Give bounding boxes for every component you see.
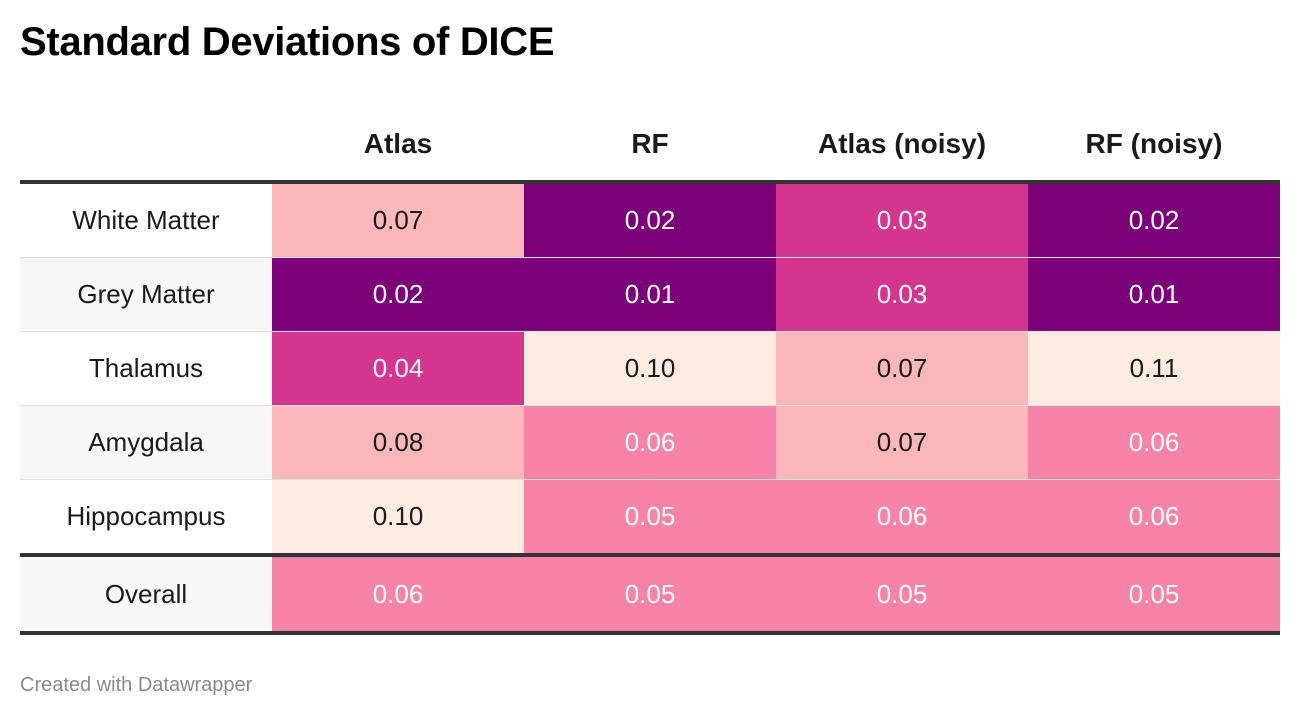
table-row: Grey Matter 0.02 0.01 0.03 0.01 [20, 257, 1280, 331]
overall-row: Overall 0.06 0.05 0.05 0.05 [20, 557, 1280, 631]
value-cell-rf-noisy: 0.06 [1028, 480, 1280, 553]
row-label-overall: Overall [20, 557, 272, 631]
value-cell-rf-noisy: 0.06 [1028, 406, 1280, 479]
value-cell-rf: 0.05 [524, 480, 776, 553]
header-row: Atlas RF Atlas (noisy) RF (noisy) [20, 108, 1280, 180]
table-row: Amygdala 0.08 0.06 0.07 0.06 [20, 405, 1280, 479]
overall-cell-atlas: 0.06 [272, 557, 524, 631]
credit-text: Created with Datawrapper [20, 674, 253, 696]
column-header-rf-noisy: RF (noisy) [1085, 128, 1223, 159]
row-label: Hippocampus [66, 501, 226, 531]
value-cell-atlas: 0.08 [272, 406, 524, 479]
value-cell-rf-noisy: 0.01 [1028, 258, 1280, 331]
value-cell-atlas-noisy: 0.03 [776, 258, 1028, 331]
value-cell-atlas: 0.10 [272, 480, 524, 553]
overall-cell-rf-noisy: 0.05 [1028, 557, 1280, 631]
row-label: Thalamus [88, 353, 204, 383]
summary-rule [20, 553, 1280, 557]
bottom-rule [20, 631, 1280, 635]
data-table: Atlas RF Atlas (noisy) RF (noisy) White … [20, 108, 1280, 635]
value-cell-rf: 0.02 [524, 184, 776, 257]
chart-title: Standard Deviations of DICE [20, 20, 555, 64]
value-cell-rf: 0.06 [524, 406, 776, 479]
row-label: Grey Matter [20, 258, 272, 331]
row-label: White Matter [72, 205, 220, 235]
value-cell-atlas: 0.04 [272, 332, 524, 405]
value-cell-rf: 0.01 [524, 258, 776, 331]
table-row: Thalamus 0.04 0.10 0.07 0.11 [20, 331, 1280, 405]
value-cell-rf-noisy: 0.11 [1028, 332, 1280, 405]
value-cell-atlas: 0.02 [272, 258, 524, 331]
value-cell-atlas: 0.07 [272, 184, 524, 257]
header-rule [20, 180, 1280, 184]
table-row: Hippocampus 0.10 0.05 0.06 0.06 [20, 479, 1280, 553]
value-cell-atlas-noisy: 0.07 [776, 332, 1028, 405]
column-header-rf: RF [631, 128, 669, 159]
overall-cell-rf: 0.05 [524, 557, 776, 631]
value-cell-atlas-noisy: 0.06 [776, 480, 1028, 553]
value-cell-rf: 0.10 [524, 332, 776, 405]
table-body: White Matter 0.07 0.02 0.03 0.02 Grey Matter 0… [20, 184, 1280, 553]
overall-cell-atlas-noisy: 0.05 [776, 557, 1028, 631]
column-header-atlas-noisy: Atlas (noisy) [817, 128, 987, 159]
value-cell-atlas-noisy: 0.07 [776, 406, 1028, 479]
table-row: White Matter 0.07 0.02 0.03 0.02 [20, 184, 1280, 257]
value-cell-rf-noisy: 0.02 [1028, 184, 1280, 257]
value-cell-atlas-noisy: 0.03 [776, 184, 1028, 257]
row-label: Amygdala [20, 406, 272, 479]
header-corner [20, 108, 272, 180]
column-header-atlas: Atlas [363, 128, 433, 159]
